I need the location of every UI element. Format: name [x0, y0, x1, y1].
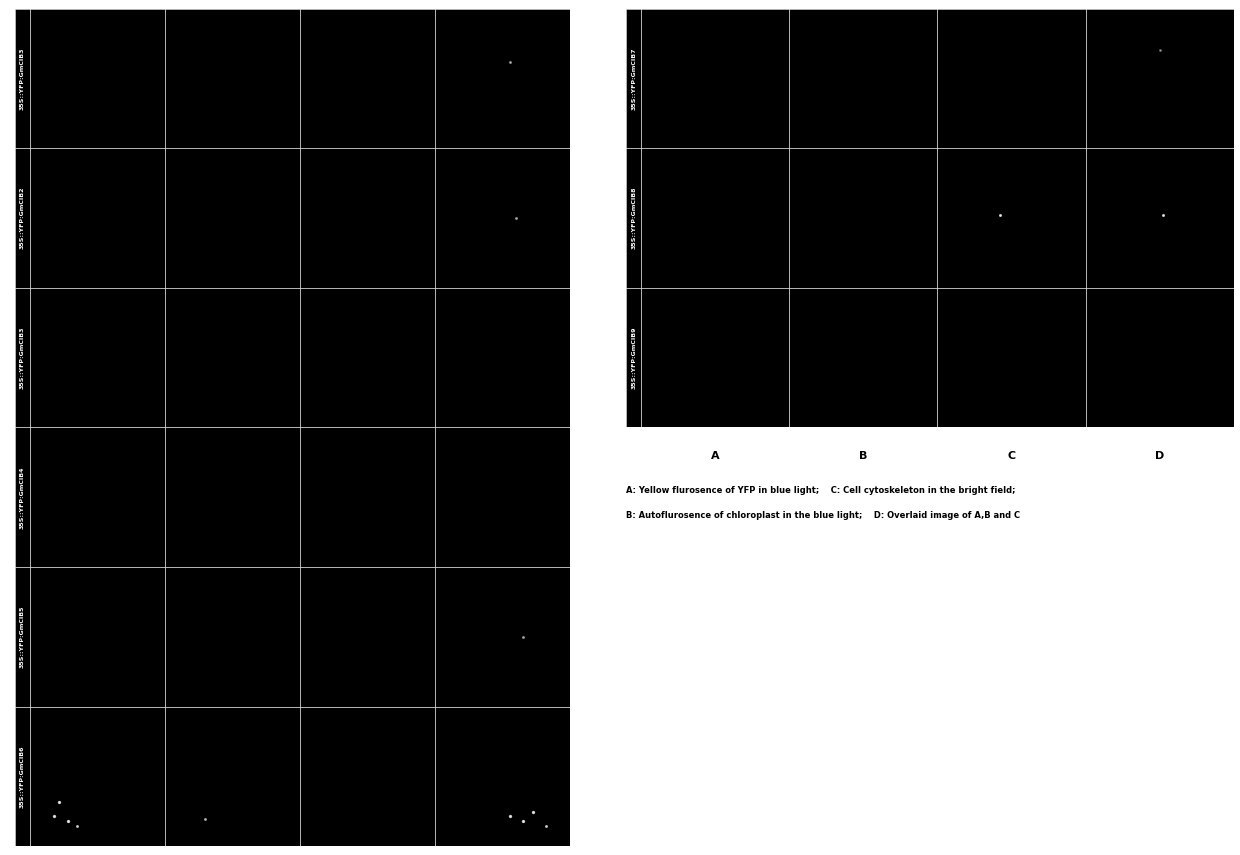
- Point: [513, 815, 533, 828]
- Text: 35S::YFP:GmCIB6: 35S::YFP:GmCIB6: [20, 746, 25, 808]
- Point: [50, 795, 69, 809]
- Text: C: C: [1007, 451, 1016, 462]
- Text: B: B: [859, 451, 868, 462]
- Text: 35S::YFP:GmCIB5: 35S::YFP:GmCIB5: [20, 605, 25, 669]
- Point: [536, 819, 556, 833]
- Point: [506, 211, 526, 225]
- Text: 35S::YFP:GmCIB3: 35S::YFP:GmCIB3: [20, 327, 25, 389]
- Point: [67, 819, 87, 833]
- Text: 35S::YFP:GmCIB7: 35S::YFP:GmCIB7: [631, 47, 636, 109]
- Point: [500, 55, 520, 68]
- Point: [45, 809, 64, 823]
- Text: 35S::YFP:GmCIB3: 35S::YFP:GmCIB3: [20, 47, 25, 109]
- Point: [1149, 44, 1169, 57]
- Point: [58, 815, 78, 828]
- Point: [522, 805, 542, 818]
- Text: 35S::YFP:GmCIB8: 35S::YFP:GmCIB8: [631, 186, 636, 250]
- Point: [500, 809, 520, 823]
- Point: [196, 811, 216, 825]
- Text: 35S::YFP:GmCIB4: 35S::YFP:GmCIB4: [20, 466, 25, 528]
- Text: 35S::YFP:GmCIB2: 35S::YFP:GmCIB2: [20, 186, 25, 250]
- Text: A: Yellow flurosence of YFP in blue light;    C: Cell cytoskeleton in the bright: A: Yellow flurosence of YFP in blue ligh…: [626, 486, 1016, 495]
- Point: [990, 209, 1009, 222]
- Text: B: Autoflurosence of chloroplast in the blue light;    D: Overlaid image of A,B : B: Autoflurosence of chloroplast in the …: [626, 511, 1021, 521]
- Point: [513, 630, 533, 644]
- Text: A: A: [711, 451, 719, 462]
- Point: [1153, 209, 1173, 222]
- Text: D: D: [1156, 451, 1164, 462]
- Text: 35S::YFP:GmCIB9: 35S::YFP:GmCIB9: [631, 327, 636, 389]
